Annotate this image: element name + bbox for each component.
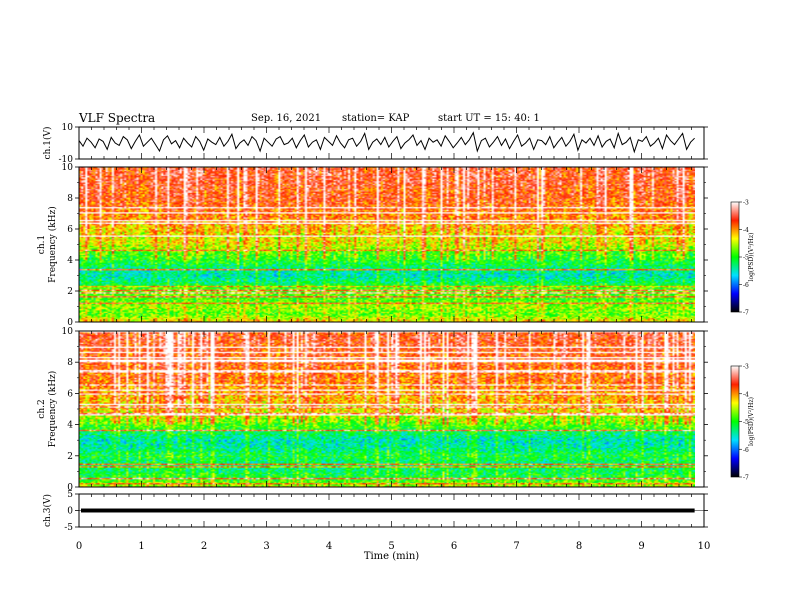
x-tick-label: 5 [388, 541, 394, 552]
y-tick-label: 6 [67, 389, 73, 399]
x-tick-label: 3 [263, 541, 269, 552]
y-tick-label: 0 [67, 507, 73, 517]
y-tick-label: 8 [67, 194, 73, 204]
y-tick-label: 10 [62, 163, 74, 173]
colorbar-ch1 [730, 201, 740, 313]
page-title: VLF Spectra [79, 111, 156, 125]
colorbar-tick-label: -3 [743, 200, 749, 207]
x-tick-label: 4 [326, 541, 332, 552]
x-axis-label: Time (min) [364, 551, 419, 562]
ch1-waveform-line [78, 131, 695, 154]
y-axis-label: ch.1 [37, 235, 47, 254]
colorbar-label: log(PSD)(V²/Hz) [748, 233, 755, 282]
x-tick-label: 2 [201, 541, 207, 552]
x-tick-label: 0 [76, 541, 82, 552]
y-tick-label: 4 [67, 421, 73, 431]
colorbar-tick-label: -7 [743, 475, 749, 482]
y-tick-label: 2 [67, 287, 73, 297]
x-tick-label: 6 [451, 541, 457, 552]
station-label: station= KAP [342, 113, 410, 124]
x-tick-label: 8 [576, 541, 582, 552]
y-axis-label: ch.2 [37, 399, 47, 418]
ch1-spectrogram-image [79, 167, 695, 322]
y-tick-label: 2 [67, 452, 73, 462]
y-tick-label: 5 [67, 490, 73, 500]
x-tick-label: 10 [698, 541, 711, 552]
date-label: Sep. 16, 2021 [251, 113, 322, 124]
colorbar-tick-label: -6 [743, 282, 749, 289]
y-axis-label: ch.3(V) [42, 494, 53, 527]
ch2-spectrogram-image [79, 331, 695, 487]
colorbar-tick-label: -5 [743, 419, 749, 426]
y-axis-label: ch.1(V) [42, 127, 53, 160]
y-tick-label: 0 [67, 318, 73, 328]
y-tick-label: -5 [64, 523, 73, 533]
y-axis-label: Frequency (kHz) [47, 371, 58, 448]
y-tick-label: -10 [59, 155, 74, 165]
y-tick-label: 0 [67, 483, 73, 493]
y-axis-label: Frequency (kHz) [47, 206, 58, 283]
colorbar-label: log(PSD)(V²/Hz) [748, 397, 755, 446]
y-tick-label: 8 [67, 358, 73, 368]
y-tick-label: 10 [62, 327, 74, 337]
start-time-label: start UT = 15: 40: 1 [438, 113, 540, 124]
x-tick-label: 7 [513, 541, 519, 552]
colorbar-tick-label: -4 [743, 391, 749, 398]
colorbar-tick-label: -5 [743, 255, 749, 262]
colorbar-ch2 [730, 365, 740, 478]
y-tick-label: 10 [62, 123, 74, 133]
colorbar-tick-label: -7 [743, 310, 749, 317]
y-tick-label: 6 [67, 225, 73, 235]
colorbar-tick-label: -3 [743, 364, 749, 371]
colorbar-tick-label: -4 [743, 227, 749, 234]
colorbar-tick-label: -6 [743, 447, 749, 454]
x-tick-label: 1 [138, 541, 144, 552]
x-tick-label: 9 [638, 541, 644, 552]
y-tick-label: 4 [67, 256, 73, 266]
